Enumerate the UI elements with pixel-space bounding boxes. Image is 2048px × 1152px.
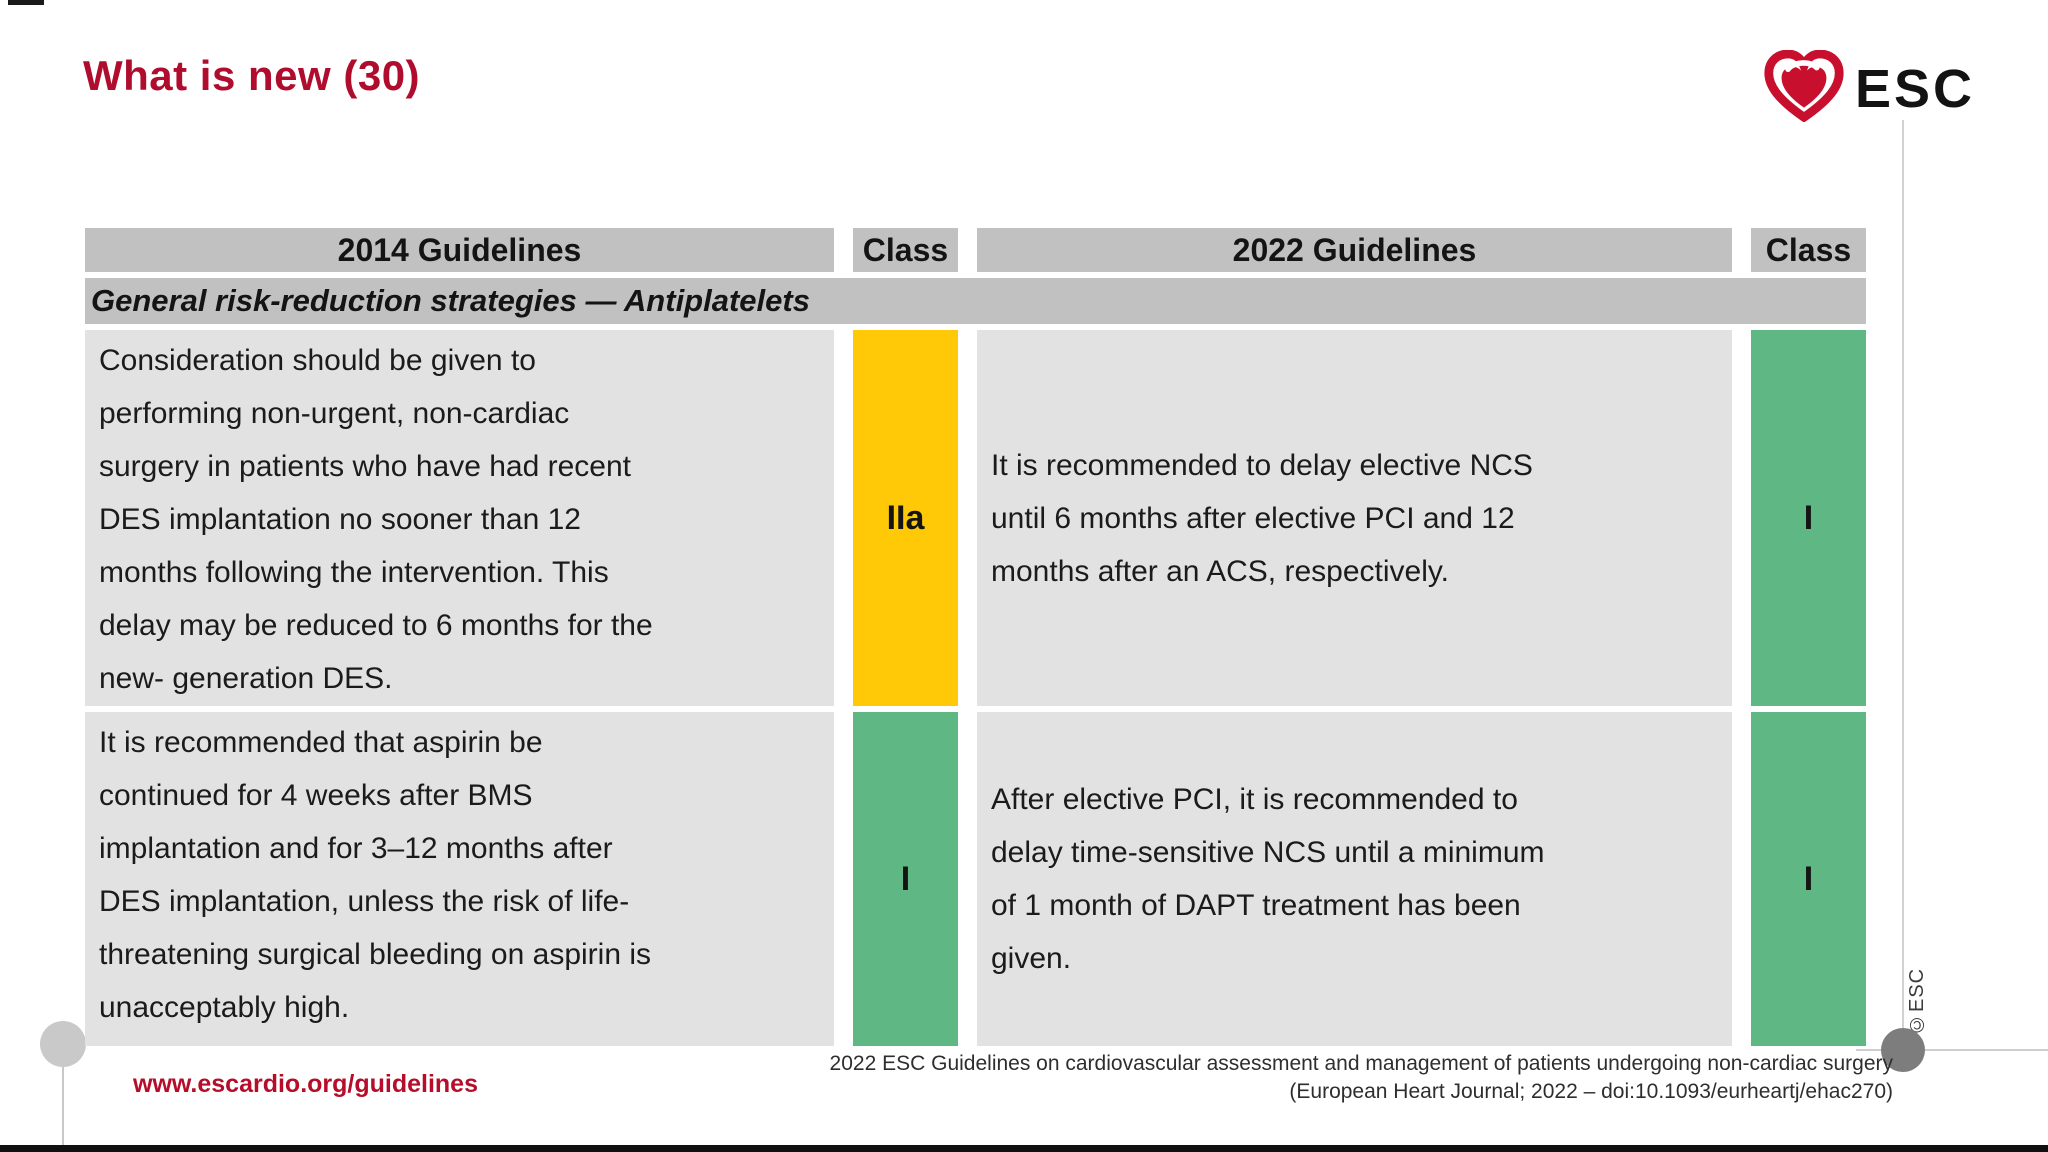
cell-2014-recommendation: It is recommended that aspirin be contin… [85, 712, 834, 1046]
esc-heart-icon [1763, 49, 1845, 127]
bottom-black-bar [0, 1145, 2048, 1152]
right-vertical-rule [1902, 120, 1904, 1050]
escardio-guidelines-link[interactable]: www.escardio.org/guidelines [133, 1070, 478, 1098]
esc-logo: ESC [1763, 49, 1976, 127]
recording-artifact-mark [8, 0, 44, 5]
right-horizontal-rule [1856, 1049, 2048, 1051]
column-header-class-2014: Class [853, 228, 958, 272]
citation-line-2: (European Heart Journal; 2022 – doi:10.1… [1289, 1080, 1893, 1103]
column-header-2022-guidelines: 2022 Guidelines [977, 228, 1732, 272]
citation-text: 2022 ESC Guidelines on cardiovascular as… [830, 1050, 1893, 1106]
cell-class-2014-badge: I [853, 712, 958, 1046]
cell-class-2022-badge: I [1751, 330, 1866, 706]
cell-2022-recommendation: It is recommended to delay elective NCS … [977, 330, 1732, 706]
column-header-2014-guidelines: 2014 Guidelines [85, 228, 834, 272]
cell-class-2022-badge: I [1751, 712, 1866, 1046]
citation-line-1: 2022 ESC Guidelines on cardiovascular as… [829, 1052, 1893, 1075]
copyright-vertical-label: ©ESC [1906, 967, 1928, 1035]
section-header-antiplatelets: General risk-reduction strategies — Anti… [85, 278, 1866, 324]
right-handle-circle [1881, 1028, 1925, 1072]
guidelines-comparison-table: 2014 Guidelines Class 2022 Guidelines Cl… [85, 228, 1866, 1046]
page-title: What is new (30) [83, 52, 421, 99]
esc-logo-text: ESC [1855, 58, 1976, 119]
cell-2014-recommendation: Consideration should be given to perform… [85, 330, 834, 706]
left-vertical-rule [62, 1044, 64, 1146]
cell-2022-recommendation: After elective PCI, it is recommended to… [977, 712, 1732, 1046]
column-header-class-2022: Class [1751, 228, 1866, 272]
cell-class-2014-badge: IIa [853, 330, 958, 706]
